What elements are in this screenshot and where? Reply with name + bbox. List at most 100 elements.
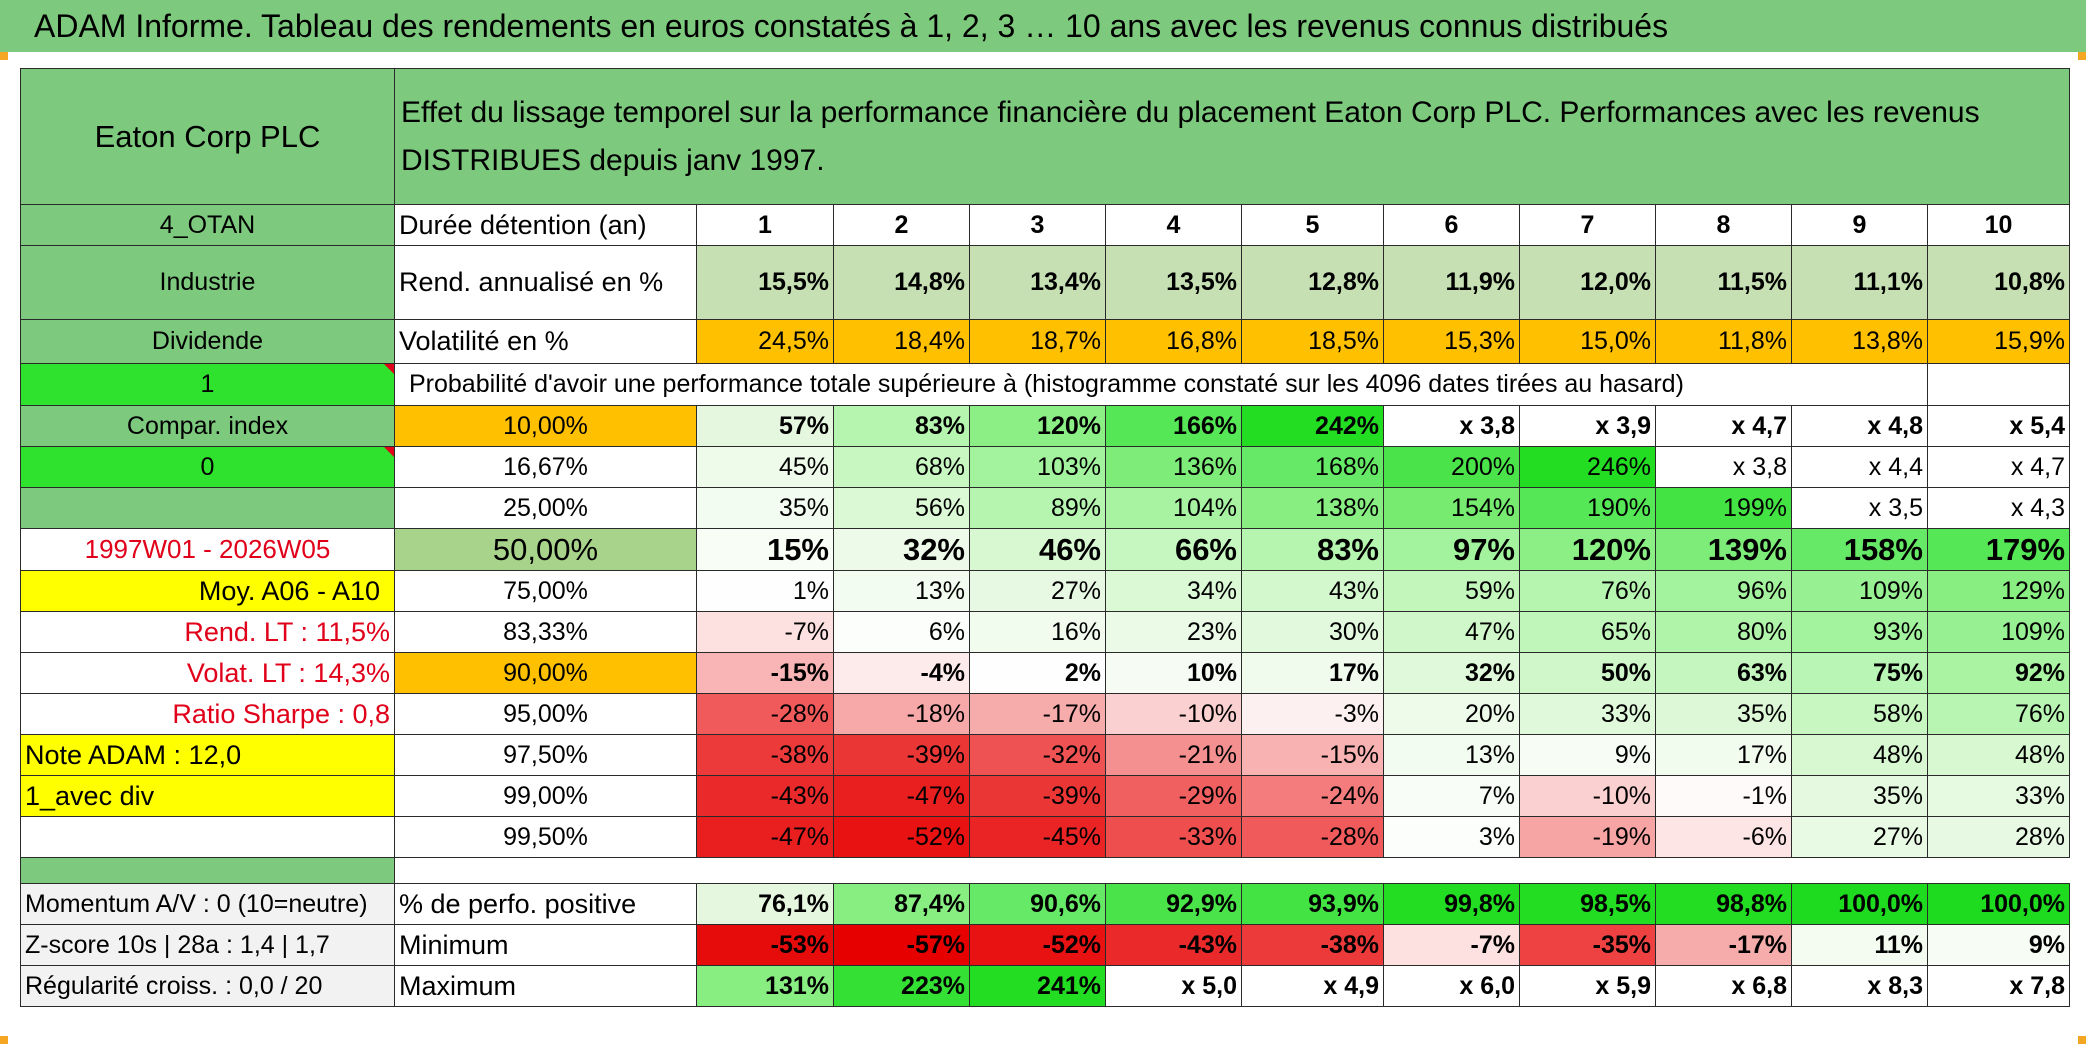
probability-cell: 56% (833, 487, 970, 529)
probability-cell: -15% (696, 652, 834, 694)
year-header: 8 (1655, 204, 1792, 246)
period-range: 1997W01 - 2026W05 (20, 528, 395, 571)
probability-cell: -19% (1519, 816, 1656, 858)
average-label: Moy. A06 - A10 (20, 570, 395, 612)
probability-cell: x 4,7 (1926, 446, 2071, 488)
probability-cell: -18% (833, 693, 970, 735)
annualized-return-value: 14,8% (833, 245, 970, 320)
probability-cell: 76% (1519, 570, 1656, 612)
volatility-value: 18,5% (1241, 319, 1384, 364)
probability-cell: 59% (1383, 570, 1520, 612)
probability-cell: 168% (1241, 446, 1384, 488)
positive-performance-value: 87,4% (833, 883, 970, 925)
probability-title: Probabilité d'avoir une performance tota… (394, 363, 1792, 406)
probability-cell: -45% (969, 816, 1106, 858)
year-header: 6 (1383, 204, 1520, 246)
probability-cell: 103% (969, 446, 1106, 488)
positive-performance-value: 92,9% (1105, 883, 1242, 925)
probability-cell: 20% (1383, 693, 1520, 735)
probability-cell: -10% (1105, 693, 1242, 735)
probability-cell: 97% (1383, 528, 1520, 571)
probability-cell: 50% (1519, 652, 1656, 694)
probability-cell: 139% (1655, 528, 1792, 571)
probability-cell: 63% (1655, 652, 1792, 694)
maximum-value: x 8,3 (1791, 965, 1928, 1007)
probability-cell: 48% (1926, 734, 2071, 776)
performance-table: Eaton Corp PLC Effet du lissage temporel… (20, 68, 2071, 1007)
maximum-value: 223% (833, 965, 970, 1007)
probability-cell: 154% (1383, 487, 1520, 529)
probability-threshold: 95,00% (394, 693, 697, 735)
momentum-indicator: Momentum A/V : 0 (10=neutre) (20, 883, 395, 925)
probability-cell: -29% (1105, 775, 1242, 817)
probability-cell: -21% (1105, 734, 1242, 776)
probability-threshold: 97,50% (394, 734, 697, 776)
probability-cell: 34% (1105, 570, 1242, 612)
probability-cell: 96% (1655, 570, 1792, 612)
probability-cell: 58% (1791, 693, 1928, 735)
maximum-value: x 5,9 (1519, 965, 1656, 1007)
probability-threshold: 10,00% (394, 405, 697, 447)
minimum-value: -7% (1383, 924, 1520, 966)
minimum-value: 11% (1791, 924, 1928, 966)
probability-cell: 199% (1655, 487, 1792, 529)
probability-threshold: 90,00% (394, 652, 697, 694)
probability-cell: 109% (1791, 570, 1928, 612)
probability-cell: 166% (1105, 405, 1242, 447)
probability-cell: 28% (1926, 816, 2071, 858)
probability-cell: 32% (833, 528, 970, 571)
sharpe-ratio: Ratio Sharpe : 0,8 (20, 693, 395, 735)
annualized-return-value: 11,5% (1655, 245, 1792, 320)
probability-cell: -10% (1519, 775, 1656, 817)
year-header: 3 (969, 204, 1106, 246)
corner-marker (2078, 1036, 2086, 1044)
probability-cell: 179% (1926, 528, 2071, 571)
probability-cell: 35% (1655, 693, 1792, 735)
probability-cell: -28% (1241, 816, 1384, 858)
probability-cell: 23% (1105, 611, 1242, 653)
probability-cell: 136% (1105, 446, 1242, 488)
probability-cell: -7% (696, 611, 834, 653)
volatility-value: 16,8% (1105, 319, 1242, 364)
description: Effet du lissage temporel sur la perform… (393, 68, 2071, 205)
probability-cell: 104% (1105, 487, 1242, 529)
minimum-value: -53% (696, 924, 834, 966)
probability-cell: -6% (1655, 816, 1792, 858)
growth-regularity-indicator: Régularité croiss. : 0,0 / 20 (20, 965, 395, 1007)
probability-cell: x 3,5 (1791, 487, 1928, 529)
probability-cell: -39% (969, 775, 1106, 817)
probability-cell: 15% (696, 528, 834, 571)
probability-cell: -47% (833, 775, 970, 817)
probability-cell: 17% (1655, 734, 1792, 776)
probability-cell: x 4,7 (1655, 405, 1792, 447)
probability-cell: 158% (1791, 528, 1928, 571)
positive-performance-value: 100,0% (1926, 883, 2071, 925)
empty-left-cell (20, 816, 395, 858)
probability-cell: -4% (833, 652, 970, 694)
spacer-cell (20, 857, 395, 884)
maximum-value: x 6,0 (1383, 965, 1520, 1007)
probability-cell: 9% (1519, 734, 1656, 776)
positive-performance-value: 98,8% (1655, 883, 1792, 925)
probability-cell: 13% (1383, 734, 1520, 776)
year-header: 4 (1105, 204, 1242, 246)
corner-marker (0, 52, 8, 60)
probability-cell: 16% (969, 611, 1106, 653)
probability-cell: x 4,4 (1791, 446, 1928, 488)
volatility-value: 24,5% (696, 319, 834, 364)
probability-cell: 57% (696, 405, 834, 447)
positive-performance-value: 99,8% (1383, 883, 1520, 925)
minimum-value: -43% (1105, 924, 1242, 966)
volatility-value: 15,0% (1519, 319, 1656, 364)
probability-cell: 33% (1519, 693, 1656, 735)
probability-cell: 35% (696, 487, 834, 529)
volatility-label: Volatilité en % (394, 319, 697, 364)
annualized-return-value: 10,8% (1926, 245, 2071, 320)
positive-performance-value: 100,0% (1791, 883, 1928, 925)
volatility-value: 11,8% (1655, 319, 1792, 364)
probability-cell: 76% (1926, 693, 2071, 735)
volatility-value: 13,8% (1791, 319, 1928, 364)
probability-cell: -43% (696, 775, 834, 817)
probability-cell: 17% (1241, 652, 1384, 694)
probability-cell: x 3,9 (1519, 405, 1656, 447)
